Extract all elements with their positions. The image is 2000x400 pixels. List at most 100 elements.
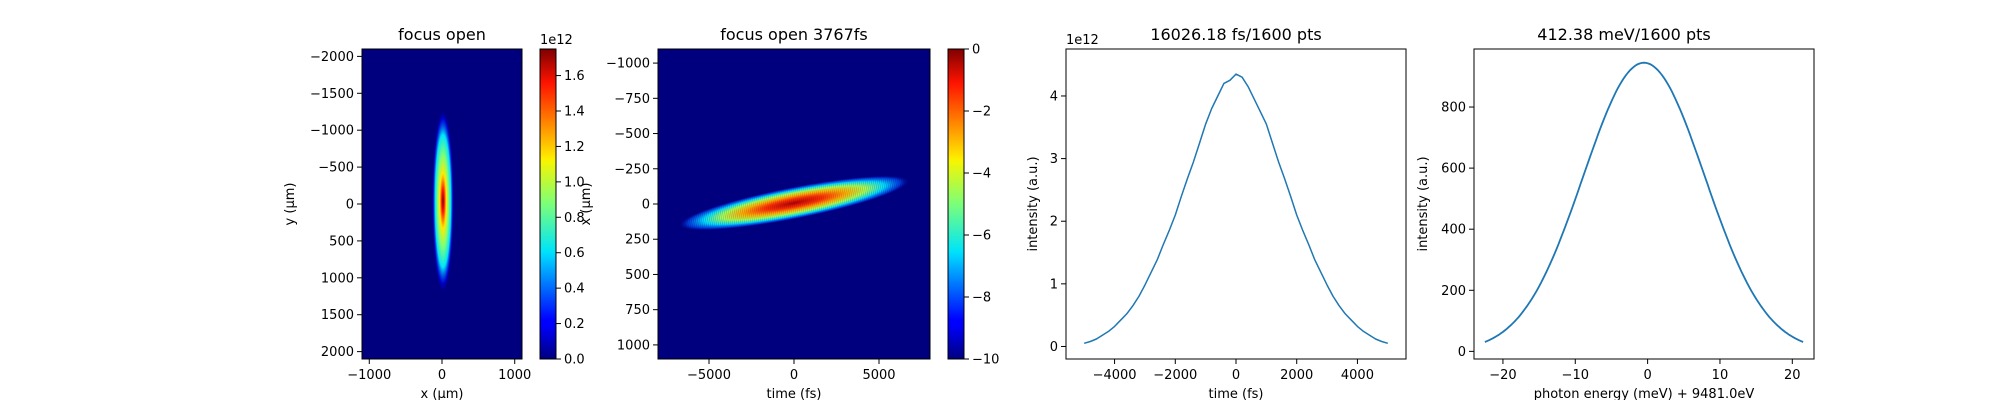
fringe-line <box>869 175 876 200</box>
panel2-title: focus open 3767fs <box>720 25 867 44</box>
x-tick-label: −10 <box>1562 368 1589 383</box>
y-tick-label: 1 <box>1050 277 1058 292</box>
fringe-line <box>871 175 878 199</box>
y-tick-label: −750 <box>614 92 650 107</box>
fringe-line <box>730 201 737 229</box>
x-tick-label: 2000 <box>1280 368 1313 383</box>
fringe-line <box>800 185 808 218</box>
fringe-line <box>843 178 851 207</box>
y-tick-label: 500 <box>625 268 650 283</box>
y-tick-label: 200 <box>1441 284 1466 299</box>
fringe-line <box>882 175 887 196</box>
fringe-line <box>812 183 819 215</box>
x-tick-label: −20 <box>1489 368 1516 383</box>
panel2-fringes <box>679 175 909 231</box>
fringe-line <box>701 210 706 231</box>
x-tick-label: −2000 <box>1153 368 1197 383</box>
y-tick-label: 250 <box>625 233 650 248</box>
colorbar-tick-label: 0.8 <box>564 211 585 226</box>
x-tick-label: −5000 <box>687 368 731 383</box>
fringe-line <box>697 211 702 231</box>
x-tick-label: 10 <box>1712 368 1729 383</box>
colorbar2-ticks: 0 −2 −4 −6 −8 −10 <box>964 43 999 368</box>
fringe-line <box>753 195 760 226</box>
colorbar1-ticks: 0.0 0.2 0.4 0.6 0.8 1.0 1.2 1.4 1.6 <box>556 69 585 368</box>
x-tick-label: 1000 <box>498 368 531 383</box>
panel1-y-ticks: −2000 −1500 −1000 −500 0 500 1000 1500 2000 <box>310 50 362 360</box>
fringe-line <box>851 177 858 205</box>
x-tick-label: 0 <box>1232 368 1240 383</box>
x-tick-label: −1000 <box>347 368 391 383</box>
panel-focus-open: focus open −1000 0 1000 −2000 −1500 −1000 −50… <box>283 25 594 400</box>
panel-time-intensity: 16026.18 fs/1600 pts 1e12 −4000 −2000 0 200… <box>1026 25 1407 400</box>
colorbar-tick-label: 1.2 <box>564 140 585 155</box>
fringe-line <box>826 180 833 212</box>
x-tick-label: 20 <box>1784 368 1801 383</box>
fringe-line <box>888 175 893 194</box>
fringe-line <box>830 180 837 211</box>
fringe-line <box>861 176 868 203</box>
fringe-line <box>716 205 723 230</box>
fringe-line <box>822 181 829 213</box>
fringe-line <box>686 217 690 231</box>
y-tick-label: 3 <box>1050 152 1058 167</box>
fringe-line <box>684 218 688 230</box>
fringe-line <box>878 175 883 197</box>
colorbar-tick-label: −10 <box>972 353 999 368</box>
fringe-line <box>849 177 856 206</box>
panel3-title: 16026.18 fs/1600 pts <box>1150 25 1321 44</box>
fringe-line <box>810 183 817 216</box>
fringe-line <box>900 176 904 188</box>
fringe-line <box>847 177 854 206</box>
panel3-ylabel: intensity (a.u.) <box>1026 156 1041 251</box>
fringe-line <box>780 188 788 221</box>
panel4-series-line <box>1484 61 1804 343</box>
panel1-x-ticks: −1000 0 1000 <box>347 359 531 383</box>
fringe-line <box>906 177 909 184</box>
fringe-line <box>804 184 812 217</box>
fringe-line <box>726 202 733 229</box>
y-tick-label: −2000 <box>310 50 354 65</box>
fringe-line <box>743 197 751 227</box>
panel2-xlabel: time (fs) <box>767 387 822 400</box>
fringe-line <box>792 186 800 219</box>
panel2-pulse <box>678 175 910 231</box>
y-tick-label: 0 <box>1458 345 1466 360</box>
panel3-series-line <box>1083 73 1389 345</box>
fringe-line <box>865 176 872 201</box>
y-tick-label: −1500 <box>310 87 354 102</box>
fringe-line <box>699 211 704 231</box>
fringe-line <box>855 177 862 204</box>
fringe-line <box>707 208 713 231</box>
fringe-line <box>682 219 686 230</box>
y-tick-label: −1000 <box>310 124 354 139</box>
colorbar-tick-label: 0 <box>972 43 980 58</box>
colorbar-tick-label: 0.0 <box>564 353 585 368</box>
panel3-frame <box>1065 48 1407 360</box>
fringe-line <box>749 195 756 227</box>
fringe-line <box>894 175 898 191</box>
colorbar-tick-label: 0.2 <box>564 317 585 332</box>
x-tick-label: −4000 <box>1093 368 1137 383</box>
y-tick-label: 1000 <box>321 271 354 286</box>
fringe-line <box>712 206 719 231</box>
y-tick-label: 0 <box>346 198 354 213</box>
fringe-line <box>710 207 717 231</box>
fringe-line <box>755 194 762 226</box>
colorbar-tick-label: 0.6 <box>564 246 585 261</box>
fringe-line <box>747 196 754 227</box>
y-tick-label: −500 <box>614 127 650 142</box>
colorbar-tick-label: −4 <box>972 167 991 182</box>
panel4-title: 412.38 meV/1600 pts <box>1537 25 1710 44</box>
panel1-beam-spot <box>432 109 454 293</box>
fringe-line <box>808 183 816 216</box>
fringe-line <box>806 184 814 216</box>
fringe-line <box>802 184 810 217</box>
panel2-colorbar <box>948 49 964 359</box>
fringe-line <box>705 209 710 231</box>
x-tick-label: 5000 <box>862 368 895 383</box>
fringe-line <box>776 189 784 222</box>
panel1-colorbar <box>540 49 556 359</box>
panel-spectrum: 412.38 meV/1600 pts −20 −10 0 10 20 0 200 400 6… <box>1416 25 1815 400</box>
fringe-line <box>703 209 708 231</box>
